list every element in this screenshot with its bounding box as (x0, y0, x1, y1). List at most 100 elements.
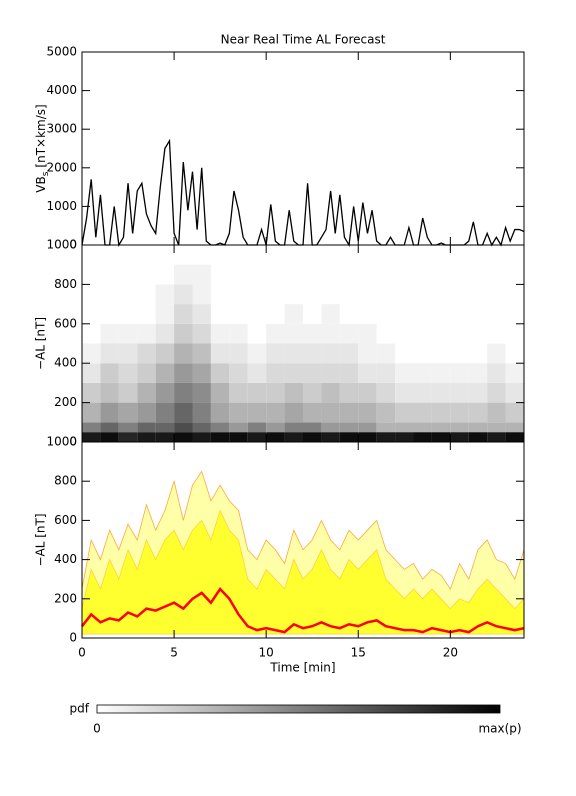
heat-cell (174, 382, 193, 403)
heat-cell (468, 284, 488, 305)
heat-cell (321, 323, 340, 344)
heat-cell (174, 264, 193, 285)
heat-cell (303, 343, 322, 364)
colorbar-title: pdf (70, 702, 90, 716)
heat-cell (174, 284, 193, 305)
heat-cell (487, 264, 506, 285)
heat-cell (431, 323, 451, 344)
y-tick-label: 400 (54, 356, 77, 370)
heat-cell (266, 264, 285, 285)
heat-cell (174, 343, 193, 364)
heat-cell (358, 284, 377, 305)
x-axis-label: Time [min] (269, 661, 335, 675)
heat-cell (487, 432, 506, 442)
heat-cell (487, 382, 506, 403)
heat-cell (358, 323, 377, 344)
heat-cell (118, 402, 138, 423)
heat-cell (339, 264, 359, 285)
heat-cell (450, 343, 469, 364)
heat-cell (468, 304, 488, 324)
heat-cell (82, 304, 101, 324)
heat-cell (118, 422, 138, 433)
heat-cell (487, 402, 506, 423)
heat-cell (303, 432, 322, 442)
heat-cell (505, 323, 524, 344)
heat-cell (303, 382, 322, 403)
x-tick-label: 10 (259, 646, 274, 660)
heat-cell (82, 343, 101, 364)
heat-cell (339, 304, 359, 324)
heat-cell (505, 432, 524, 442)
heat-cell (431, 363, 451, 383)
x-tick-label: 20 (443, 646, 458, 660)
heat-cell (468, 382, 488, 403)
y-tick-label: 600 (54, 513, 77, 527)
heat-cell (229, 264, 248, 285)
heat-cell (192, 432, 211, 442)
heat-cell (376, 323, 396, 344)
heat-cell (210, 363, 230, 383)
heat-cell (468, 323, 488, 344)
heat-cell (321, 264, 340, 285)
heat-cell (229, 323, 248, 344)
colorbar (96, 704, 501, 714)
heat-cell (137, 304, 156, 324)
heat-cell (395, 363, 414, 383)
heat-cell (155, 264, 175, 285)
heat-cell (321, 382, 340, 403)
heat-cell (395, 323, 414, 344)
heat-cell (155, 432, 175, 442)
heat-cell (487, 304, 506, 324)
heat-cell (266, 343, 285, 364)
heat-cell (192, 323, 211, 344)
x-tick-label: 5 (170, 646, 178, 660)
heat-cell (339, 422, 359, 433)
heat-cell (339, 382, 359, 403)
heat-cell (100, 432, 119, 442)
heat-cell (321, 402, 340, 423)
chart-title: Near Real Time AL Forecast (221, 33, 386, 47)
heat-cell (266, 382, 285, 403)
heat-cell (192, 284, 211, 305)
heat-cell (247, 432, 267, 442)
heat-cell (505, 363, 524, 383)
heat-cell (468, 402, 488, 423)
heat-cell (229, 343, 248, 364)
heat-cell (118, 284, 138, 305)
heat-cell (358, 422, 377, 433)
heat-cell (395, 264, 414, 285)
heat-cell (100, 284, 119, 305)
heat-cell (266, 284, 285, 305)
y-tick-label: 200 (54, 591, 77, 605)
heat-cell (413, 402, 432, 423)
heat-cell (155, 402, 175, 423)
heat-cell (174, 304, 193, 324)
heat-cell (192, 382, 211, 403)
heat-cell (82, 382, 101, 403)
heat-cell (284, 304, 303, 324)
heat-cell (413, 422, 432, 433)
heat-cell (487, 422, 506, 433)
y-axis-label-unit: [nT×km/s] (34, 104, 48, 167)
y-tick-label: 1000 (46, 435, 77, 449)
heat-cell (468, 343, 488, 364)
heat-cell (210, 264, 230, 285)
heat-cell (376, 382, 396, 403)
heat-cell (210, 402, 230, 423)
heat-cell (210, 304, 230, 324)
heat-cell (413, 264, 432, 285)
heat-cell (284, 264, 303, 285)
heat-cell (450, 323, 469, 344)
heat-cell (413, 304, 432, 324)
heat-cell (247, 264, 267, 285)
heat-cell (431, 284, 451, 305)
heat-cell (210, 422, 230, 433)
heat-cell (284, 382, 303, 403)
heat-cell (174, 422, 193, 433)
heat-cell (303, 284, 322, 305)
heat-cell (229, 422, 248, 433)
heat-cell (100, 402, 119, 423)
y-axis-label: −AL [nT] (34, 513, 48, 566)
heat-cell (266, 402, 285, 423)
heat-cell (229, 382, 248, 403)
